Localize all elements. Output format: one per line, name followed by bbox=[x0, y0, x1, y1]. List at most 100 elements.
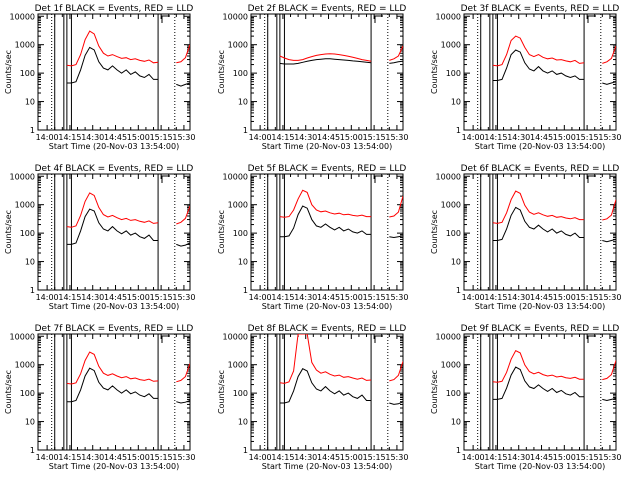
y-tick-label: 1000 bbox=[441, 361, 461, 370]
y-tick-label: 100 bbox=[20, 229, 35, 238]
y-tick-label: 100 bbox=[233, 69, 248, 78]
y-tick-label: 10 bbox=[238, 258, 248, 267]
corner-bracket bbox=[161, 175, 170, 183]
panel-det-9: Det 9f BLACK = Events, RED = LLD 1 10 100 10… bbox=[430, 324, 621, 471]
x-tick-label: 15:30 bbox=[598, 133, 621, 142]
x-tick-label: 14:30 bbox=[294, 453, 317, 462]
series-line-lld bbox=[66, 351, 190, 385]
plot-frame bbox=[463, 173, 617, 291]
y-tick-label: 10 bbox=[238, 98, 248, 107]
x-tick-label: 14:00 bbox=[249, 453, 272, 462]
x-tick-label: 14:45 bbox=[317, 133, 340, 142]
panel-title: Det 2f BLACK = Events, RED = LLD bbox=[248, 4, 407, 14]
x-tick-label: 14:00 bbox=[462, 453, 485, 462]
x-tick-label: 14:45 bbox=[104, 293, 127, 302]
series-line-lld bbox=[279, 189, 403, 218]
x-tick-label: 15:15 bbox=[150, 133, 173, 142]
x-axis-label: Start Time (20-Nov-03 13:54:00) bbox=[262, 462, 392, 471]
y-tick-label: 10 bbox=[25, 418, 35, 427]
x-tick-label: 15:30 bbox=[598, 453, 621, 462]
x-tick-label: 15:15 bbox=[150, 293, 173, 302]
y-tick-label: 100 bbox=[20, 389, 35, 398]
corner-bracket bbox=[374, 175, 383, 183]
series-line-events bbox=[66, 208, 190, 247]
series-line-events bbox=[492, 366, 616, 402]
x-tick-label: 15:15 bbox=[363, 453, 386, 462]
x-tick-label: 14:00 bbox=[249, 293, 272, 302]
x-tick-label: 14:45 bbox=[104, 453, 127, 462]
x-axis-label: Start Time (20-Nov-03 13:54:00) bbox=[475, 462, 605, 471]
x-tick-label: 15:15 bbox=[576, 133, 599, 142]
panel-det-1: Det 1f BLACK = Events, RED = LLD 1 10 100 10… bbox=[4, 4, 195, 151]
corner-bracket bbox=[374, 15, 383, 23]
x-tick-label: 14:45 bbox=[530, 293, 553, 302]
x-tick-label: 15:00 bbox=[553, 453, 576, 462]
corner-bracket bbox=[161, 15, 170, 23]
x-tick-label: 15:15 bbox=[576, 293, 599, 302]
y-tick-label: 10 bbox=[451, 98, 461, 107]
series-line-lld bbox=[492, 350, 616, 383]
y-tick-label: 1 bbox=[30, 286, 35, 295]
corner-bracket bbox=[161, 335, 170, 343]
x-tick-label: 14:45 bbox=[317, 453, 340, 462]
panel-title: Det 4f BLACK = Events, RED = LLD bbox=[35, 164, 194, 174]
y-tick-label: 10000 bbox=[223, 12, 248, 21]
panel-det-2: Det 2f BLACK = Events, RED = LLD 1 10 100 10… bbox=[217, 4, 408, 151]
y-tick-label: 10000 bbox=[10, 12, 35, 21]
x-tick-label: 15:30 bbox=[385, 453, 408, 462]
plot-frame bbox=[37, 13, 191, 131]
y-tick-label: 10 bbox=[25, 98, 35, 107]
x-tick-label: 14:15 bbox=[484, 133, 507, 142]
y-tick-label: 1 bbox=[30, 446, 35, 455]
x-tick-label: 15:00 bbox=[127, 133, 150, 142]
x-tick-label: 14:30 bbox=[507, 293, 530, 302]
series-line-events bbox=[66, 367, 190, 404]
plot-frame bbox=[37, 333, 191, 451]
x-tick-label: 14:30 bbox=[81, 133, 104, 142]
y-axis-label: Counts/sec bbox=[430, 50, 439, 94]
x-axis-label: Start Time (20-Nov-03 13:54:00) bbox=[49, 142, 179, 151]
x-tick-label: 14:15 bbox=[58, 293, 81, 302]
x-tick-label: 15:15 bbox=[363, 293, 386, 302]
panel-title: Det 9f BLACK = Events, RED = LLD bbox=[461, 324, 620, 334]
y-tick-label: 10000 bbox=[10, 332, 35, 341]
y-tick-label: 100 bbox=[233, 389, 248, 398]
y-tick-label: 10000 bbox=[223, 172, 248, 181]
x-tick-label: 14:30 bbox=[81, 293, 104, 302]
series-line-lld bbox=[66, 192, 190, 228]
y-tick-label: 100 bbox=[20, 69, 35, 78]
y-tick-label: 10 bbox=[25, 258, 35, 267]
panel-det-6: Det 6f BLACK = Events, RED = LLD 1 10 100 10… bbox=[430, 164, 621, 311]
x-tick-label: 14:00 bbox=[249, 133, 272, 142]
panel-det-8: Det 8f BLACK = Events, RED = LLD 1 10 100 10… bbox=[217, 324, 408, 471]
y-axis-label: Counts/sec bbox=[4, 50, 13, 94]
panel-title: Det 1f BLACK = Events, RED = LLD bbox=[35, 4, 194, 14]
x-tick-label: 14:30 bbox=[507, 133, 530, 142]
panel-title: Det 6f BLACK = Events, RED = LLD bbox=[461, 164, 620, 174]
series-line-lld bbox=[492, 35, 616, 67]
x-tick-label: 15:30 bbox=[172, 453, 195, 462]
x-tick-label: 14:15 bbox=[271, 453, 294, 462]
series-line-events bbox=[66, 46, 190, 87]
y-tick-label: 1000 bbox=[228, 41, 248, 50]
y-tick-label: 10000 bbox=[10, 172, 35, 181]
x-tick-label: 15:00 bbox=[553, 133, 576, 142]
y-tick-label: 1000 bbox=[441, 41, 461, 50]
x-tick-label: 14:15 bbox=[58, 133, 81, 142]
x-tick-label: 15:00 bbox=[127, 293, 150, 302]
x-tick-label: 15:00 bbox=[340, 293, 363, 302]
y-tick-label: 1 bbox=[243, 126, 248, 135]
x-tick-label: 14:45 bbox=[104, 133, 127, 142]
series-line-events bbox=[279, 368, 403, 405]
y-tick-label: 1000 bbox=[15, 361, 35, 370]
x-axis-label: Start Time (20-Nov-03 13:54:00) bbox=[49, 302, 179, 311]
x-tick-label: 15:30 bbox=[172, 293, 195, 302]
plot-frame bbox=[37, 173, 191, 291]
y-tick-label: 100 bbox=[446, 69, 461, 78]
y-tick-label: 100 bbox=[233, 229, 248, 238]
y-tick-label: 1 bbox=[243, 286, 248, 295]
y-axis-label: Counts/sec bbox=[217, 370, 226, 414]
x-axis-label: Start Time (20-Nov-03 13:54:00) bbox=[475, 142, 605, 151]
series-line-lld bbox=[492, 190, 616, 224]
y-tick-label: 100 bbox=[446, 229, 461, 238]
